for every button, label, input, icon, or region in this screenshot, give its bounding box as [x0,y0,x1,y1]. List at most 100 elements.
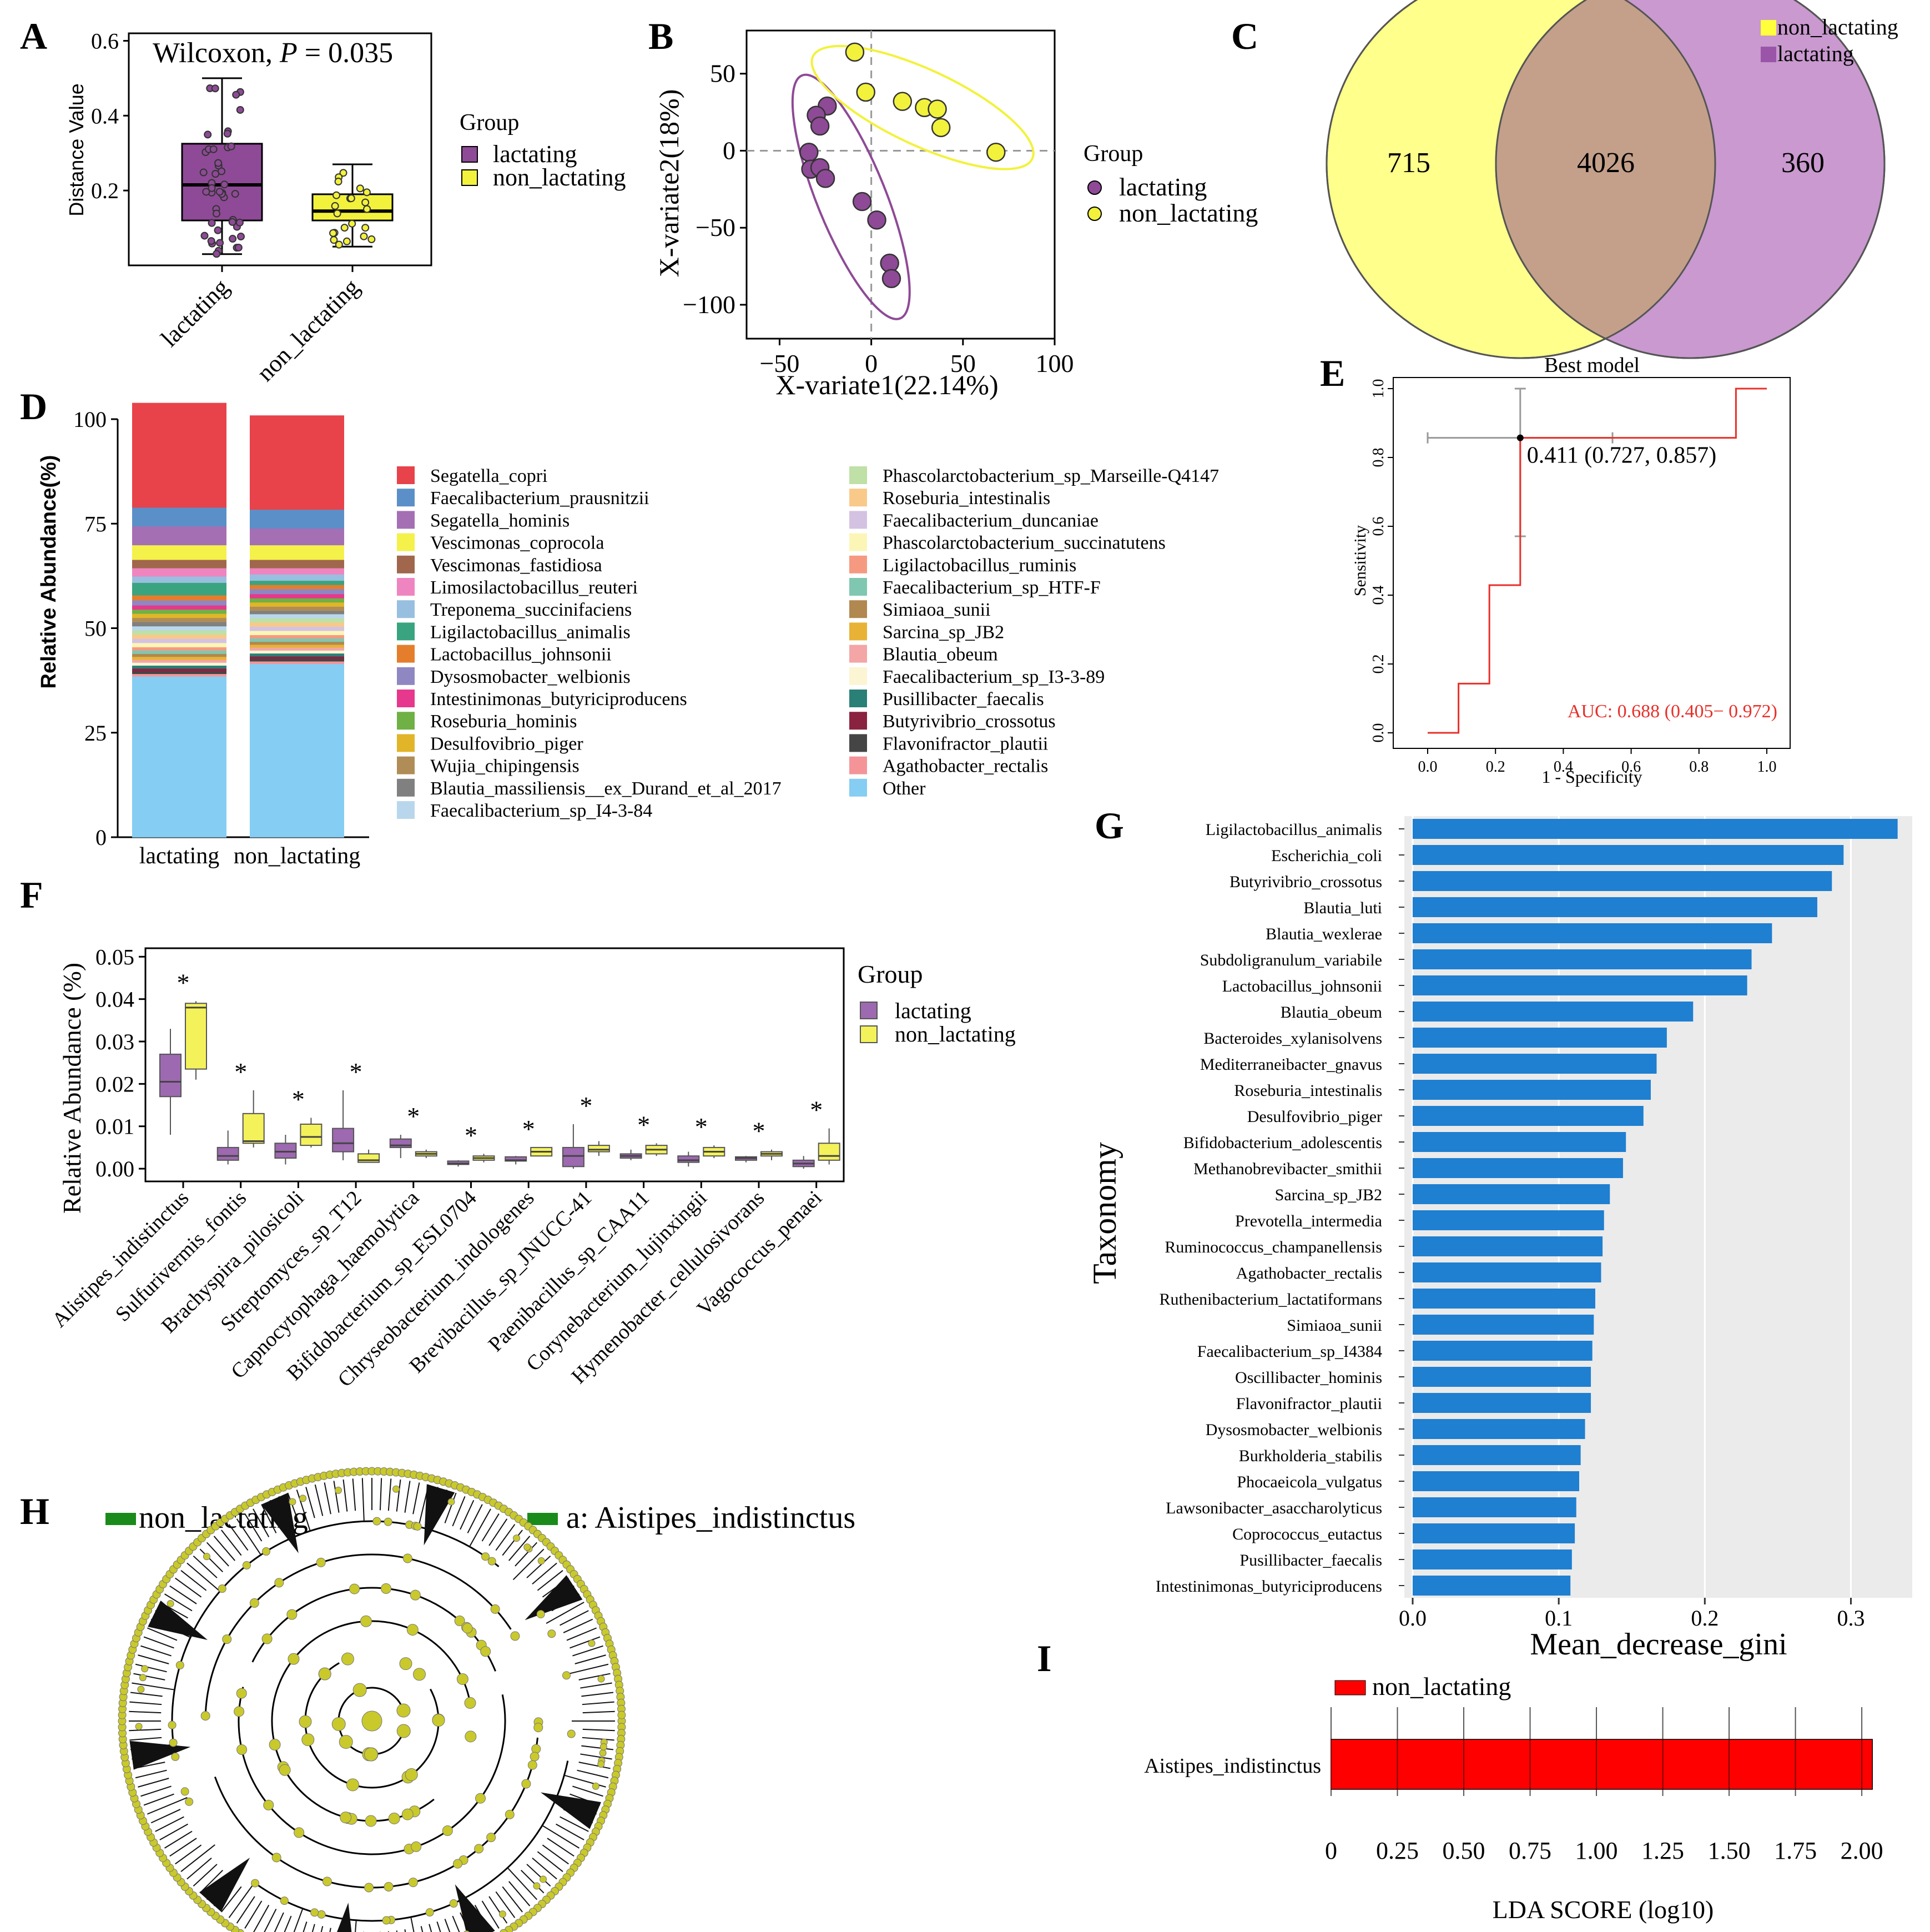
jitter-point [236,105,244,114]
segment-vescimonas-fastidiosa [132,560,226,568]
segment-lactobacillus-johnsonii [132,595,226,601]
cladogram-node [381,1583,392,1594]
cladogram-node [331,1717,346,1731]
jitter-point [347,194,355,203]
panel-i-xtick-label: 1.50 [1708,1837,1751,1864]
cladogram-leaf-branch [324,1482,331,1515]
panel-b-ytick-label: −50 [696,213,735,242]
legend-swatch-simiaoa-sunii [849,600,867,618]
cladogram-node [317,1910,326,1919]
panel-h-legend-swatch-1 [105,1513,136,1525]
panel-g-ylabel-escherichia-coli: Escherichia_coli [1271,847,1382,865]
segment-faecalibacterium-duncaniae [132,638,226,643]
cladogram-collapsed-clade [525,1575,583,1621]
segment-butyrivibrio-crossotus [132,668,226,672]
cladogram-node [180,1787,189,1796]
panel-a-xlabel-non-lactating: non_lactating [251,273,365,386]
cladogram-leaf-branch [546,1602,584,1624]
cladogram-node [316,1557,326,1567]
panel-e-xtick-label: 1.0 [1757,758,1777,776]
box-non-lactating-brevibacillus-sp-jnucc-41 [587,1145,610,1153]
cladogram-node [310,1908,319,1917]
panel-g-bar: 0.0 0.1 0.2 0.3 Ligilactobacillus_animalis Es… [1086,816,1912,1662]
bar-bifidobacterium-adolescentis [1413,1132,1626,1152]
jitter-point [333,209,341,218]
cladogram-node [411,1841,422,1852]
bar-desulfovibrio-piger [1413,1106,1644,1126]
segment-faecalibacterium-sp-i4-3-84 [250,613,344,618]
legend-label-dysosmobacter-welbionis: Dysosmobacter_welbionis [430,667,631,687]
panel-e-xtick-label: 0.2 [1486,758,1505,776]
best-threshold-point [1516,434,1524,441]
cladogram-node [280,1896,289,1905]
segment-flavonifractor-plautii [250,658,344,662]
legend-swatch-f-non-lactating [860,1025,878,1043]
cladogram-leaf-branch [129,1728,162,1732]
panel-f-legend-lactating: lactating [895,998,971,1023]
cladogram-leaf-branch [581,1745,614,1750]
cladogram-leaf-branch [199,1869,224,1894]
panel-b-xtick-label: 0 [865,349,878,378]
bar-blautia-luti [1413,897,1817,917]
jitter-point [330,236,338,244]
jitter-point [207,237,215,245]
panel-letter-i: I [1037,1637,1051,1679]
panel-g-ylabel-dysosmobacter-welbionis: Dysosmobacter_welbionis [1206,1421,1382,1439]
panel-d-ytick-label: 0 [95,825,107,850]
cladogram-leaf-branch [396,1479,401,1512]
box-lactating-corynebacterium-lujinxingii [677,1155,700,1163]
cladogram-leaf-branch [140,1785,172,1797]
panel-f-legend-title: Group [858,960,923,988]
panel-f-ylabel: Relative Abundance (%) [58,963,86,1214]
cladogram-leaf-branch [526,1864,551,1887]
panel-g-ylabel-lawsonibacter-asaccharolyticus: Lawsonibacter_asaccharolyticus [1166,1499,1382,1517]
panel-b-legend-non-lactating: non_lactating [1119,199,1258,227]
legend-label-phascolarctobacterium-sp-marseille-q4147: Phascolarctobacterium_sp_Marseille-Q4147 [883,466,1219,486]
cladogram-leaf-branch [132,1682,175,1690]
panel-i-xtick-label: 1.00 [1575,1837,1618,1864]
cladogram-node [531,1744,541,1754]
legend-swatch-wujia-chipingensis [397,756,415,774]
cladogram-leaf-branch [355,1920,357,1932]
legend-label-roseburia-intestinalis: Roseburia_intestinalis [883,488,1050,509]
panel-b-xlabel: X-variate1(22.14%) [775,369,998,400]
panel-a-ylabel: Distance Value [65,83,88,216]
cladogram-leaf-branch [572,1785,603,1797]
legend-label-sarcina-sp-jb2: Sarcina_sp_JB2 [883,622,1004,642]
bar-agathobacter-rectalis [1413,1262,1601,1282]
cladogram-leaf-branch [578,1673,611,1681]
jitter-point [208,219,216,227]
panel-i-xtick-label: 0.50 [1443,1837,1485,1864]
panel-g-ylabel-burkholderia-stabilis: Burkholderia_stabilis [1239,1447,1382,1465]
segment-blautia-obeum [250,647,344,651]
bar-prevotella-intermedia [1413,1210,1604,1230]
cladogram-branch [214,1737,538,1889]
cladogram-node [222,1634,232,1644]
cladogram-leaf-branch [582,1710,615,1714]
legend-label-phascolarctobacterium-succinatutens: Phascolarctobacterium_succinatutens [883,533,1166,554]
cladogram-leaf-branch [481,1513,500,1542]
panel-g-ylabel-agathobacter-rectalis: Agathobacter_rectalis [1236,1264,1382,1282]
legend-swatch-phascolarctobacterium-succinatutens [849,533,867,551]
cladogram-node [410,1589,421,1601]
cladogram-node [261,1633,273,1644]
cladogram-leaf-branch [221,1530,242,1556]
jitter-point [334,178,342,186]
cladogram-leaf-branch [193,1555,218,1578]
legend-label-agathobacter-rectalis: Agathobacter_rectalis [883,756,1048,777]
cladogram-node [399,1657,412,1671]
panel-d-ytick-label: 25 [84,721,107,746]
panel-b-legend-lactating: lactating [1119,173,1207,201]
cladogram-node [299,1715,312,1728]
segment-treponema-succinifaciens [250,574,344,581]
segment-vescimonas-coprocola [132,545,226,560]
legend-swatch-flavonifractor-plautii [849,734,867,752]
panel-d-xlabel-lactating: lactating [139,843,220,869]
cladogram-leaf-branch [199,1548,224,1573]
panel-letter-h: H [20,1490,49,1532]
legend-swatch-agathobacter-rectalis [849,756,867,774]
cladogram-leaf-branch [129,1737,162,1741]
cladogram-leaf-branch [129,1701,162,1705]
panel-e-ytick-label: 0.6 [1370,517,1387,536]
cladogram-node [341,1652,354,1666]
